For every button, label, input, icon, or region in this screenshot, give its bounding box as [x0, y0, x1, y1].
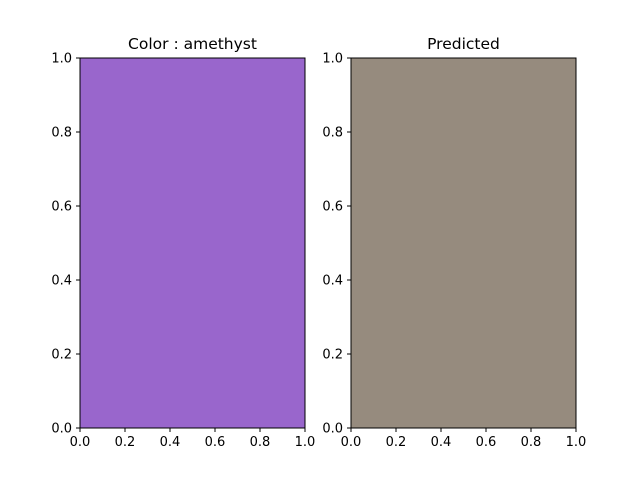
x-axis-tick-label: 0.6	[476, 435, 497, 450]
y-axis-tick-label: 0.4	[322, 274, 343, 289]
x-axis-tick-label: 0.8	[521, 435, 542, 450]
y-axis-tick-label: 0.4	[51, 274, 72, 289]
predicted-color-axes-frame	[350, 57, 577, 429]
actual-color-y-axis: 0.0 0.2 0.4 0.6 0.8 1.0	[51, 52, 80, 437]
actual-color-swatch	[80, 58, 305, 428]
actual-color-title: Color : amethyst	[128, 35, 257, 53]
predicted-color-x-axis: 0.0 0.2 0.4 0.6 0.8 1.0	[341, 428, 587, 450]
x-axis-tick-label: 0.4	[431, 435, 452, 450]
predicted-color-y-axis: 0.0 0.2 0.4 0.6 0.8 1.0	[322, 52, 351, 437]
predicted-color-title: Predicted	[427, 35, 500, 53]
y-axis-tick-label: 0.8	[322, 126, 343, 141]
y-axis-tick-label: 0.6	[322, 200, 343, 215]
x-axis-tick-label: 0.2	[115, 435, 136, 450]
x-axis-tick-label: 1.0	[295, 435, 316, 450]
x-axis-tick-label: 0.0	[341, 435, 362, 450]
y-axis-tick-label: 0.2	[322, 348, 343, 363]
actual-color-x-axis: 0.0 0.2 0.4 0.6 0.8 1.0	[70, 428, 316, 450]
x-axis-tick-label: 0.8	[250, 435, 271, 450]
x-axis-tick-label: 1.0	[566, 435, 587, 450]
actual-color-axes-frame	[79, 57, 306, 429]
predicted-color-swatch	[351, 58, 576, 428]
y-axis-tick-label: 0.0	[51, 422, 72, 437]
x-axis-tick-label: 0.6	[205, 435, 226, 450]
x-axis-tick-label: 0.4	[160, 435, 181, 450]
x-axis-tick-label: 0.0	[70, 435, 91, 450]
actual-color-panel: Color : amethyst 0.0 0.2 0.4 0.6 0.8 1.0 0.00…	[51, 35, 315, 450]
y-axis-tick-label: 0.0	[322, 422, 343, 437]
y-axis-tick-label: 0.2	[51, 348, 72, 363]
y-axis-tick-label: 1.0	[322, 52, 343, 67]
y-axis-tick-label: 1.0	[51, 52, 72, 67]
y-axis-tick-label: 0.8	[51, 126, 72, 141]
predicted-color-panel: Predicted 0.0 0.2 0.4 0.6 0.8 1.0 0.00.20.40.…	[322, 35, 586, 450]
x-axis-tick-label: 0.2	[386, 435, 407, 450]
y-axis-tick-label: 0.6	[51, 200, 72, 215]
